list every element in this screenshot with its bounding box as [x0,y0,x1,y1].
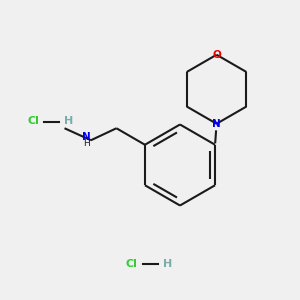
Text: O: O [212,50,221,60]
Text: H: H [163,259,172,269]
Text: Cl: Cl [126,259,138,269]
Text: N: N [82,132,91,142]
Text: H: H [64,116,73,127]
Text: H: H [83,139,90,148]
Text: N: N [212,119,221,129]
Text: Cl: Cl [27,116,39,127]
